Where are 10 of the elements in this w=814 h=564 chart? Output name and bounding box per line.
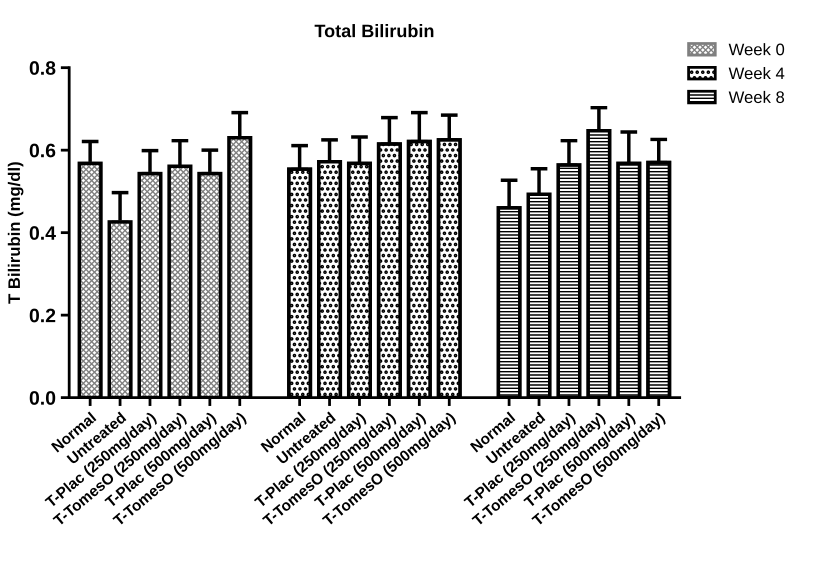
y-tick-label: 0.2 — [30, 308, 56, 322]
y-axis-title: T Bilirubin (mg/dl) — [8, 162, 24, 304]
y-tick-label: 0.6 — [30, 144, 56, 158]
chart-title: Total Bilirubin — [314, 24, 434, 38]
y-tick-label: 0.8 — [30, 61, 56, 75]
y-tick-label: 0.0 — [30, 391, 56, 405]
legend-label: Week 4 — [728, 66, 784, 80]
legend-label: Week 0 — [728, 43, 784, 56]
y-tick-label: 0.4 — [30, 226, 56, 240]
legend-label: Week 8 — [728, 90, 784, 104]
